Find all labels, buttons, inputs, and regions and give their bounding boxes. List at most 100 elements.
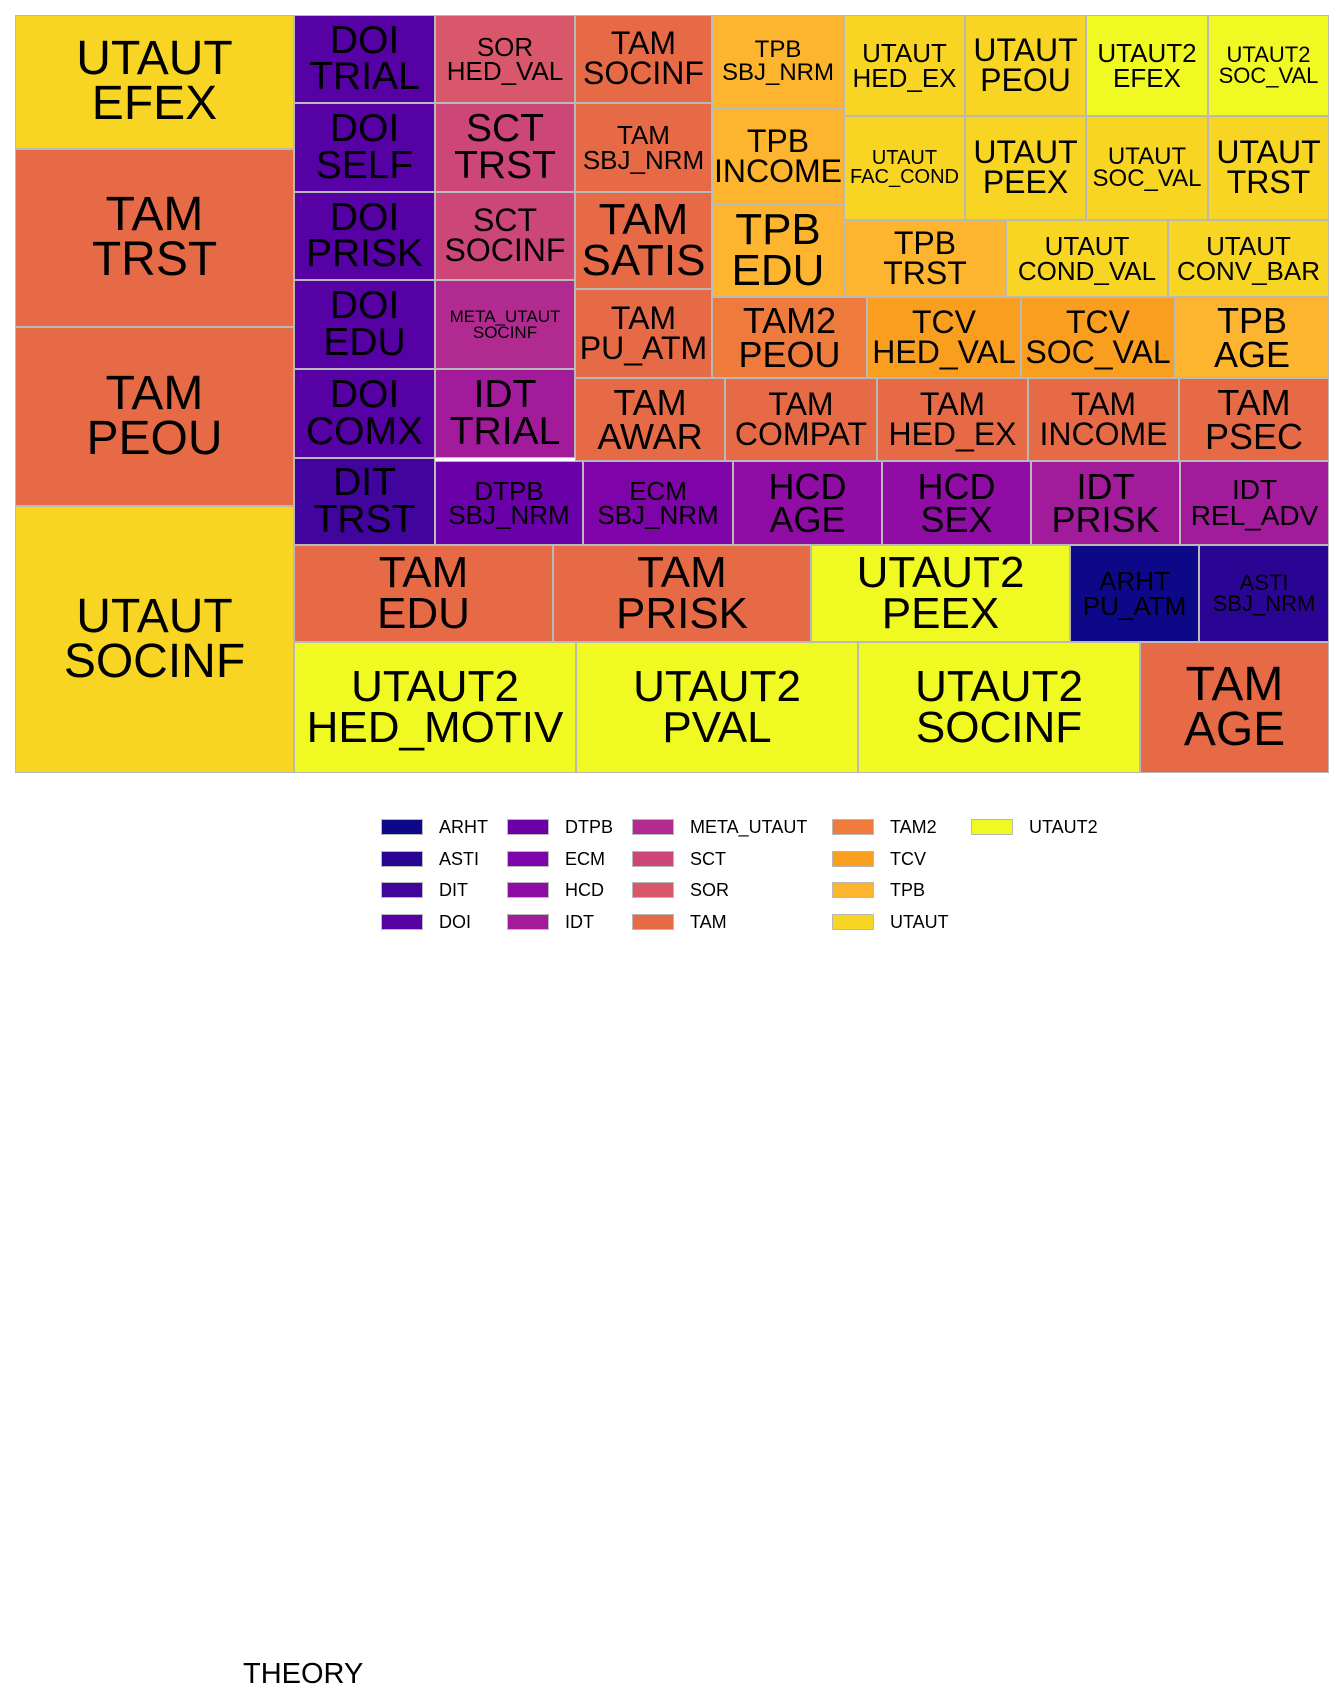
treemap-tile: TPB SBJ_NRM (712, 15, 844, 108)
tile-label-line: AGE (769, 499, 846, 540)
tile-label: UTAUT COND_VAL (1018, 233, 1156, 283)
treemap-tile: TAM PSEC (1179, 378, 1329, 461)
tile-label: TAM AGE (1184, 657, 1285, 753)
treemap-tile: UTAUT EFEX (15, 15, 294, 149)
tile-label: TPB INCOME (714, 125, 842, 186)
treemap-tile: IDT PRISK (1031, 461, 1180, 545)
tile-label-line: HED_EX (852, 62, 957, 93)
tile-label: DOI COMX (306, 375, 423, 451)
treemap-tile: ARHT PU_ATM (1070, 545, 1199, 642)
legend-swatch (507, 882, 549, 898)
tile-label-line: UTAUT2 (1226, 42, 1311, 68)
treemap-tile: TAM EDU (294, 545, 553, 642)
tile-label-line: HED_MOTIV (306, 702, 564, 752)
tile-label-line: TRST (883, 254, 967, 291)
tile-label: HCD AGE (769, 468, 847, 540)
tile-label: TAM SBJ_NRM (583, 122, 704, 172)
tile-label-line: ECM (629, 475, 687, 506)
treemap-tile: TPB AGE (1175, 297, 1329, 378)
tile-label-line: TAM (1185, 657, 1284, 711)
tile-label: TAM SATIS (582, 197, 706, 282)
tile-label-line: DIT (333, 461, 396, 505)
tile-label: TAM2 PEOU (738, 302, 841, 375)
legend-label: UTAUT2 (1029, 816, 1098, 837)
tile-label: UTAUT2 HED_MOTIV (306, 664, 564, 752)
tile-label-line: SBJ_NRM (448, 500, 570, 530)
legend-title: THEORY (243, 1658, 364, 1690)
tile-label: UTAUT2 PEEX (857, 550, 1025, 638)
tile-label-line: PRISK (305, 232, 424, 275)
tile-label-line: SOC_VAL (1218, 62, 1319, 88)
tile-label: UTAUT2 SOCINF (915, 661, 1083, 749)
legend-item-tam: TAM (632, 912, 727, 932)
treemap-tile: TAM SBJ_NRM (575, 103, 712, 192)
tile-label-line: SOCINF (472, 322, 538, 342)
tile-label-line: UTAUT2 (1097, 38, 1197, 69)
legend-item-tpb: TPB (832, 880, 925, 900)
legend-item-hcd: HCD (507, 880, 604, 900)
tile-label: TAM PU_ATM (580, 302, 707, 363)
tile-label-line: ASTI (1239, 570, 1289, 596)
tile-label: TCV HED_VAL (872, 303, 1015, 367)
legend-item-arht: ARHT (381, 817, 488, 837)
treemap-tile: UTAUT PEEX (965, 116, 1086, 220)
tile-label: TAM COMPAT (734, 388, 868, 452)
treemap-tile: ECM SBJ_NRM (583, 461, 733, 545)
tile-label: META_UTAUT SOCINF (449, 306, 561, 342)
tile-label-line: COMPAT (734, 415, 868, 452)
tile-label-line: SOC_VAL (1025, 333, 1171, 370)
tile-label-line: TCV (912, 303, 976, 340)
treemap-tile: TAM2 PEOU (712, 297, 867, 378)
tile-label-line: TPB (754, 36, 802, 64)
tile-label: UTAUT EFEX (76, 35, 232, 130)
tile-label-line: TAM (1070, 385, 1137, 422)
tile-label-line: PSEC (1204, 415, 1304, 457)
legend-label: ASTI (439, 848, 480, 869)
treemap-tile: DIT TRST (294, 458, 435, 545)
tile-label-line: PU_ATM (1082, 590, 1187, 621)
tile-label-line: EFEX (1113, 62, 1181, 93)
legend-label: TAM2 (890, 816, 937, 837)
tile-label-line: UTAUT (76, 589, 233, 643)
tile-label-line: TRIAL (309, 55, 420, 98)
tile-label-line: PEOU (738, 333, 841, 375)
tile-label: TAM PSEC (1204, 384, 1304, 457)
tile-label-line: AWAR (597, 415, 703, 457)
tile-label-line: TRST (313, 497, 416, 541)
tile-label-line: HED_EX (888, 415, 1017, 452)
tile-label-line: META_UTAUT (449, 306, 561, 326)
tile-label: UTAUT TRST (1216, 136, 1320, 197)
tile-label-line: CONV_BAR (1176, 255, 1321, 286)
tile-label-line: UTAUT2 (915, 661, 1083, 711)
treemap-tile: UTAUT2 EFEX (1086, 15, 1208, 116)
tile-label-line: TAM (610, 25, 677, 62)
legend-item-utaut: UTAUT (832, 911, 949, 932)
tile-label-line: DOI (329, 18, 400, 62)
tile-label: UTAUT2 PVAL (633, 664, 801, 749)
tile-label-line: TAM (613, 382, 687, 424)
legend-label: DOI (439, 911, 472, 932)
tile-label-line: DTPB (474, 475, 544, 506)
legend-item-utaut2: UTAUT2 (971, 816, 1098, 837)
tile-label-line: PEOU (980, 61, 1071, 98)
treemap-tile: UTAUT SOC_VAL (1086, 116, 1208, 220)
tile-label-line: TAM (637, 547, 727, 597)
treemap-tile: UTAUT2 HED_MOTIV (294, 642, 576, 773)
treemap-tile: UTAUT TRST (1208, 116, 1329, 220)
tile-label-line: SOC_VAL (1092, 165, 1202, 192)
tile-label-line: EFEX (91, 77, 218, 130)
tile-label-line: PEEX (881, 588, 1000, 638)
treemap-tile: TAM PRISK (553, 545, 811, 642)
treemap-tile: TAM AGE (1140, 642, 1329, 773)
legend-label: UTAUT (890, 911, 949, 932)
legend-swatch (507, 914, 549, 930)
legend: THEORY ARHT ASTI DIT DOI DTPB ECM HCD IDT META_U… (0, 800, 1344, 1691)
treemap-tile: DOI TRIAL (294, 15, 435, 103)
tile-label: TCV SOC_VAL (1025, 306, 1171, 370)
treemap-tile: DOI PRISK (294, 192, 435, 280)
tile-label: UTAUT SOCINF (64, 589, 245, 685)
legend-swatch (632, 914, 674, 930)
tile-label: TAM AWAR (597, 382, 703, 457)
treemap-tile: TCV SOC_VAL (1021, 297, 1175, 378)
treemap-tile: TAM TRST (15, 149, 294, 327)
